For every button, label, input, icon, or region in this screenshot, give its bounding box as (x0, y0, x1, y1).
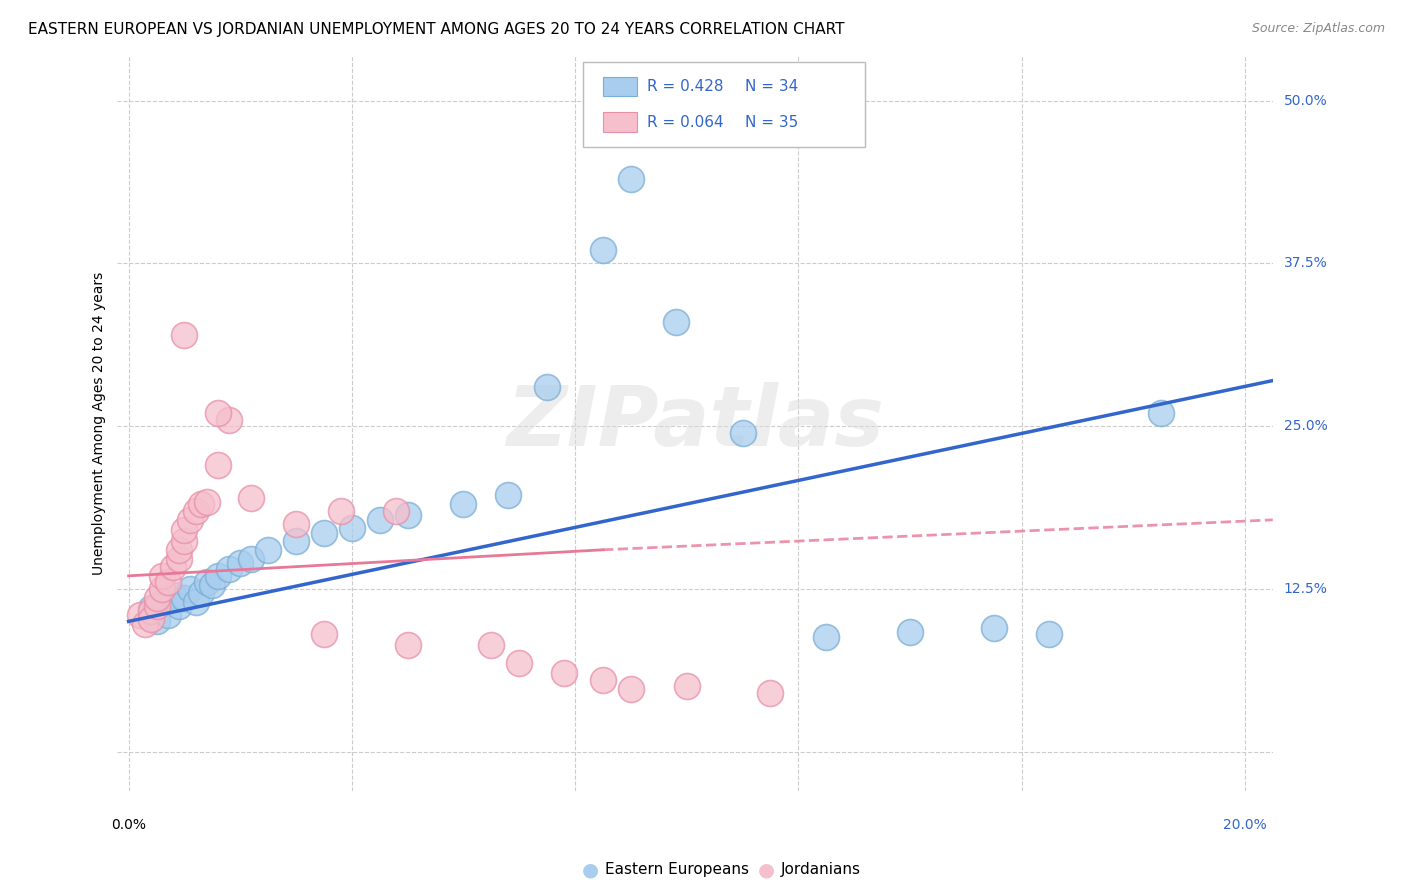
Point (340, 521, 363, 535)
Text: ●: ● (582, 860, 599, 880)
Text: 20.0%: 20.0% (1223, 818, 1267, 832)
Point (201, 578, 224, 592)
Text: Source: ZipAtlas.com: Source: ZipAtlas.com (1251, 22, 1385, 36)
Point (139, 604, 162, 618)
Point (675, 680, 697, 694)
Point (536, 380, 558, 394)
Point (139, 601, 162, 615)
Text: 12.5%: 12.5% (1284, 582, 1327, 596)
Point (134, 617, 156, 632)
Point (285, 516, 308, 531)
Point (128, 607, 150, 622)
Point (385, 504, 408, 518)
Point (496, 488, 519, 502)
Text: N = 34: N = 34 (745, 79, 799, 94)
Text: 0.0%: 0.0% (111, 818, 146, 832)
Point (167, 599, 190, 613)
Point (240, 552, 263, 566)
Point (1150, 406, 1173, 420)
Text: N = 35: N = 35 (745, 115, 799, 129)
Point (898, 624, 921, 639)
Point (184, 504, 207, 518)
Point (664, 315, 686, 329)
Point (815, 630, 838, 644)
Point (396, 508, 419, 522)
Text: ●: ● (758, 860, 775, 880)
Point (453, 497, 475, 511)
Text: 37.5%: 37.5% (1284, 256, 1327, 270)
Point (145, 615, 167, 629)
Text: Jordanians: Jordanians (780, 863, 860, 877)
Point (184, 595, 207, 609)
Point (173, 533, 195, 548)
Point (145, 591, 167, 605)
Point (508, 656, 530, 670)
Point (1038, 627, 1060, 641)
Point (257, 542, 280, 557)
Point (173, 328, 195, 343)
Point (218, 562, 240, 576)
Point (145, 599, 167, 613)
Point (179, 582, 201, 596)
Point (156, 575, 179, 590)
Point (592, 244, 614, 258)
Text: R = 0.428: R = 0.428 (647, 79, 723, 94)
Point (173, 523, 195, 537)
Point (195, 494, 218, 508)
Point (368, 513, 391, 527)
Point (173, 591, 195, 605)
Point (167, 542, 190, 557)
Point (150, 582, 173, 596)
Point (162, 588, 184, 602)
Point (162, 559, 184, 574)
Point (240, 491, 263, 505)
Point (156, 607, 179, 622)
Text: 50.0%: 50.0% (1284, 94, 1327, 108)
Y-axis label: Unemployment Among Ages 20 to 24 years: Unemployment Among Ages 20 to 24 years (93, 271, 107, 574)
Text: ZIPatlas: ZIPatlas (506, 383, 884, 463)
Point (150, 595, 173, 609)
Point (207, 458, 229, 473)
Point (479, 638, 502, 652)
Point (731, 425, 754, 440)
Point (285, 533, 308, 548)
Point (396, 638, 419, 652)
Point (195, 575, 218, 590)
Point (312, 627, 335, 641)
Point (190, 497, 212, 511)
Point (329, 504, 352, 518)
Text: Eastern Europeans: Eastern Europeans (605, 863, 748, 877)
Point (620, 171, 643, 186)
Point (229, 556, 252, 570)
Text: R = 0.064: R = 0.064 (647, 115, 723, 129)
Point (592, 673, 614, 687)
Point (218, 412, 240, 426)
Point (139, 612, 162, 626)
Point (150, 569, 173, 583)
Text: EASTERN EUROPEAN VS JORDANIAN UNEMPLOYMENT AMONG AGES 20 TO 24 YEARS CORRELATION: EASTERN EUROPEAN VS JORDANIAN UNEMPLOYME… (28, 22, 845, 37)
Point (190, 586, 212, 600)
Text: 25.0%: 25.0% (1284, 419, 1327, 434)
Point (179, 513, 201, 527)
Point (620, 682, 643, 697)
Point (207, 406, 229, 420)
Point (207, 569, 229, 583)
Point (167, 552, 190, 566)
Point (312, 525, 335, 540)
Point (553, 666, 575, 681)
Point (983, 621, 1005, 635)
Point (759, 686, 782, 700)
